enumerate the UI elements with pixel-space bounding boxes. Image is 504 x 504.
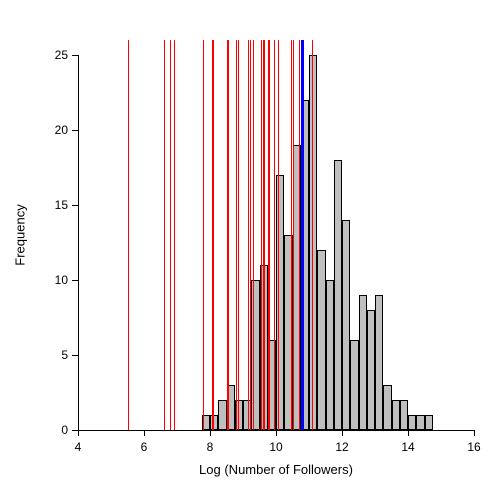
y-tick (72, 280, 78, 281)
histogram-chart: 4 6 8 10 12 14 16 0 5 10 15 20 25 Log (Number of Fol… (0, 0, 504, 504)
histogram-bar (342, 220, 350, 430)
y-tick-label: 15 (38, 198, 68, 212)
reference-line-red (174, 40, 175, 430)
histogram-bar (425, 415, 433, 430)
reference-line-red (250, 40, 251, 430)
x-tick-label: 4 (75, 440, 82, 454)
x-tick-label: 10 (269, 440, 282, 454)
histogram-bar (317, 250, 325, 430)
x-tick-label: 6 (141, 440, 148, 454)
x-tick-label: 12 (335, 440, 348, 454)
histogram-bar (367, 310, 375, 430)
y-tick-label: 0 (38, 423, 68, 437)
reference-line-red (278, 40, 279, 430)
x-tick (144, 430, 145, 436)
x-tick-label: 14 (401, 440, 414, 454)
x-tick (408, 430, 409, 436)
y-tick (72, 430, 78, 431)
x-tick (474, 430, 475, 436)
y-tick-label: 20 (38, 123, 68, 137)
y-tick (72, 130, 78, 131)
x-tick (210, 430, 211, 436)
histogram-bar (400, 400, 408, 430)
histogram-bar (359, 295, 367, 430)
reference-line-red (312, 40, 313, 430)
histogram-bar (375, 295, 383, 430)
reference-line-red (274, 40, 275, 430)
histogram-bar (392, 400, 400, 430)
reference-line-red (228, 40, 229, 430)
reference-line-blue (301, 40, 304, 430)
histogram-bar (408, 415, 416, 430)
x-tick (78, 430, 79, 436)
x-tick (276, 430, 277, 436)
reference-line-red (128, 40, 129, 430)
reference-line-red (253, 40, 254, 430)
reference-line-red (213, 40, 214, 430)
reference-line-red (164, 40, 165, 430)
reference-line-red (269, 40, 270, 430)
histogram-bar (218, 400, 226, 430)
x-axis-label: Log (Number of Followers) (199, 462, 353, 477)
reference-line-red (299, 40, 300, 430)
x-tick-label: 8 (207, 440, 214, 454)
reference-line-red (293, 40, 294, 430)
y-tick-label: 25 (38, 48, 68, 62)
x-tick-label: 16 (467, 440, 480, 454)
y-tick-label: 5 (38, 348, 68, 362)
histogram-bar (350, 340, 358, 430)
y-tick (72, 355, 78, 356)
reference-line-red (264, 40, 265, 430)
y-axis-label: Frequency (13, 204, 28, 265)
y-tick (72, 55, 78, 56)
histogram-bar (334, 160, 342, 430)
reference-line-red (203, 40, 204, 430)
y-tick-label: 10 (38, 273, 68, 287)
histogram-bar (383, 385, 391, 430)
histogram-bar (326, 280, 334, 430)
y-tick (72, 205, 78, 206)
reference-line-red (170, 40, 171, 430)
x-tick (342, 430, 343, 436)
plot-area (78, 40, 474, 430)
reference-line-red (238, 40, 239, 430)
histogram-bar (416, 415, 424, 430)
y-axis-line (78, 55, 79, 430)
